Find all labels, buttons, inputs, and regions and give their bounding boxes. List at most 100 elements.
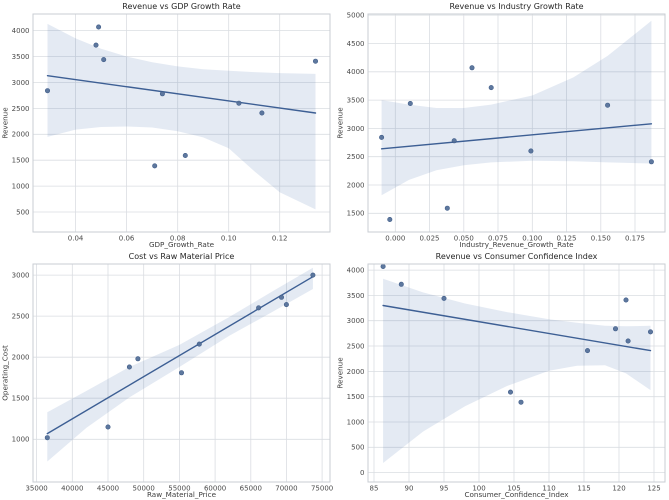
chart-cell-revenue-vs-industry-growth-rate: 0.000 0.025 0.050 0.075 0.100 0.125 0.150 0.175… xyxy=(335,0,669,250)
x-tick-label: 0.000 xyxy=(385,235,405,243)
confidence-band xyxy=(47,23,316,210)
data-point xyxy=(105,424,111,430)
chart-cell-revenue-vs-consumer-confidence-index: 85 90 95 100 105 110 115 120 125 0 500 1000 1500 2000… xyxy=(335,250,669,500)
data-point xyxy=(647,329,653,335)
data-point xyxy=(518,399,524,405)
y-tick-label: 3000 xyxy=(12,79,30,87)
y-tick-label: 4000 xyxy=(12,27,30,35)
data-point xyxy=(386,217,392,223)
data-point xyxy=(612,326,618,332)
x-tick-label: 60000 xyxy=(204,485,226,493)
y-tick-label: 2500 xyxy=(346,153,364,161)
x-tick-label: 105 xyxy=(507,485,520,493)
plot-border xyxy=(367,263,665,483)
scatter-plot-revenue-vs-consumer-confidence-index: 85 90 95 100 105 110 115 120 125 0 500 1000 1500 2000… xyxy=(335,252,665,499)
data-point xyxy=(152,163,158,169)
data-point xyxy=(488,85,494,91)
x-tick-label: 0.075 xyxy=(487,235,507,243)
x-tick-label: 0.06 xyxy=(119,235,135,243)
data-point xyxy=(310,272,316,278)
data-point xyxy=(44,435,50,441)
y-tick-label: 3500 xyxy=(12,53,30,61)
plot-area xyxy=(33,14,330,232)
plot-border xyxy=(32,13,331,233)
data-point xyxy=(584,348,590,354)
data-point xyxy=(622,297,628,303)
data-point xyxy=(527,148,533,154)
data-point xyxy=(126,364,132,370)
data-point xyxy=(256,305,262,311)
confidence-band xyxy=(382,278,650,463)
x-tick-label: 0.100 xyxy=(522,235,542,243)
y-tick-label: 4000 xyxy=(346,68,364,76)
data-point xyxy=(407,101,413,107)
y-tick-label: 2000 xyxy=(346,368,364,376)
x-tick-label: 0.025 xyxy=(419,235,439,243)
data-point xyxy=(444,205,450,211)
data-point xyxy=(398,281,404,287)
x-tick-label: 75000 xyxy=(311,485,333,493)
y-axis-label: Operating_Cost xyxy=(1,345,10,401)
x-axis-label: Raw_Material_Price xyxy=(147,490,217,499)
data-point xyxy=(159,91,165,97)
data-point xyxy=(44,88,50,94)
y-tick-label: 2000 xyxy=(12,131,30,139)
x-tick-label: 35000 xyxy=(25,485,47,493)
x-tick-label: 0.10 xyxy=(221,235,237,243)
y-tick-label: 3500 xyxy=(346,292,364,300)
data-point xyxy=(451,138,457,144)
y-tick-label: 2500 xyxy=(346,342,364,350)
data-point xyxy=(380,264,386,270)
regression-line xyxy=(46,276,314,435)
data-point xyxy=(625,338,631,344)
x-tick-label: 100 xyxy=(472,485,485,493)
y-axis-label: Revenue xyxy=(335,357,344,389)
data-point xyxy=(182,153,188,159)
data-point xyxy=(93,42,99,48)
scatter-plot-revenue-vs-gdp-growth-rate: 0.04 0.06 0.08 0.10 0.12 500 1000 1500 2000 2500 3… xyxy=(1,2,331,249)
x-axis-label: Consumer_Confidence_Index xyxy=(464,490,569,499)
plot-area xyxy=(367,14,665,232)
scatter-plot-revenue-vs-industry-growth-rate: 0.000 0.025 0.050 0.075 0.100 0.125 0.150 0.175… xyxy=(335,2,665,249)
y-tick-label: 2500 xyxy=(12,313,30,321)
x-tick-label: 95 xyxy=(439,485,448,493)
regression-line xyxy=(381,304,651,352)
data-point xyxy=(648,159,654,165)
x-tick-label: 65000 xyxy=(240,485,262,493)
x-tick-label: 50000 xyxy=(133,485,155,493)
data-point xyxy=(378,134,384,140)
x-tick-label: 40000 xyxy=(61,485,83,493)
y-tick-label: 1000 xyxy=(12,183,30,191)
x-tick-label: 115 xyxy=(577,485,590,493)
chart-title: Revenue vs Industry Growth Rate xyxy=(449,2,583,11)
y-tick-label: 2000 xyxy=(12,354,30,362)
plot-border xyxy=(32,263,331,483)
y-tick-label: 1500 xyxy=(12,157,30,165)
x-tick-label: 0.08 xyxy=(170,235,186,243)
data-point xyxy=(101,57,107,63)
data-point xyxy=(507,389,513,395)
confidence-band xyxy=(381,20,651,196)
y-tick-label: 1500 xyxy=(346,393,364,401)
x-tick-label: 70000 xyxy=(275,485,297,493)
regression-line xyxy=(46,74,317,114)
y-tick-label: 4500 xyxy=(346,40,364,48)
x-tick-label: 120 xyxy=(612,485,625,493)
x-axis-label: Industry_Revenue_Growth_Rate xyxy=(459,240,574,249)
x-tick-label: 0.125 xyxy=(556,235,576,243)
plot-area xyxy=(367,264,665,482)
y-tick-label: 2000 xyxy=(346,181,364,189)
data-point xyxy=(236,100,242,106)
y-tick-label: 3000 xyxy=(12,272,30,280)
chart-title: Revenue vs Consumer Confidence Index xyxy=(435,252,597,261)
x-tick-label: 125 xyxy=(647,485,660,493)
data-point xyxy=(259,110,265,116)
y-tick-label: 4000 xyxy=(346,267,364,275)
x-axis-label: GDP_Growth_Rate xyxy=(149,240,215,249)
data-point xyxy=(135,356,141,362)
plot-border xyxy=(367,13,665,233)
x-tick-label: 0.12 xyxy=(272,235,288,243)
y-axis-label: Revenue xyxy=(1,107,10,139)
y-tick-label: 3000 xyxy=(346,125,364,133)
